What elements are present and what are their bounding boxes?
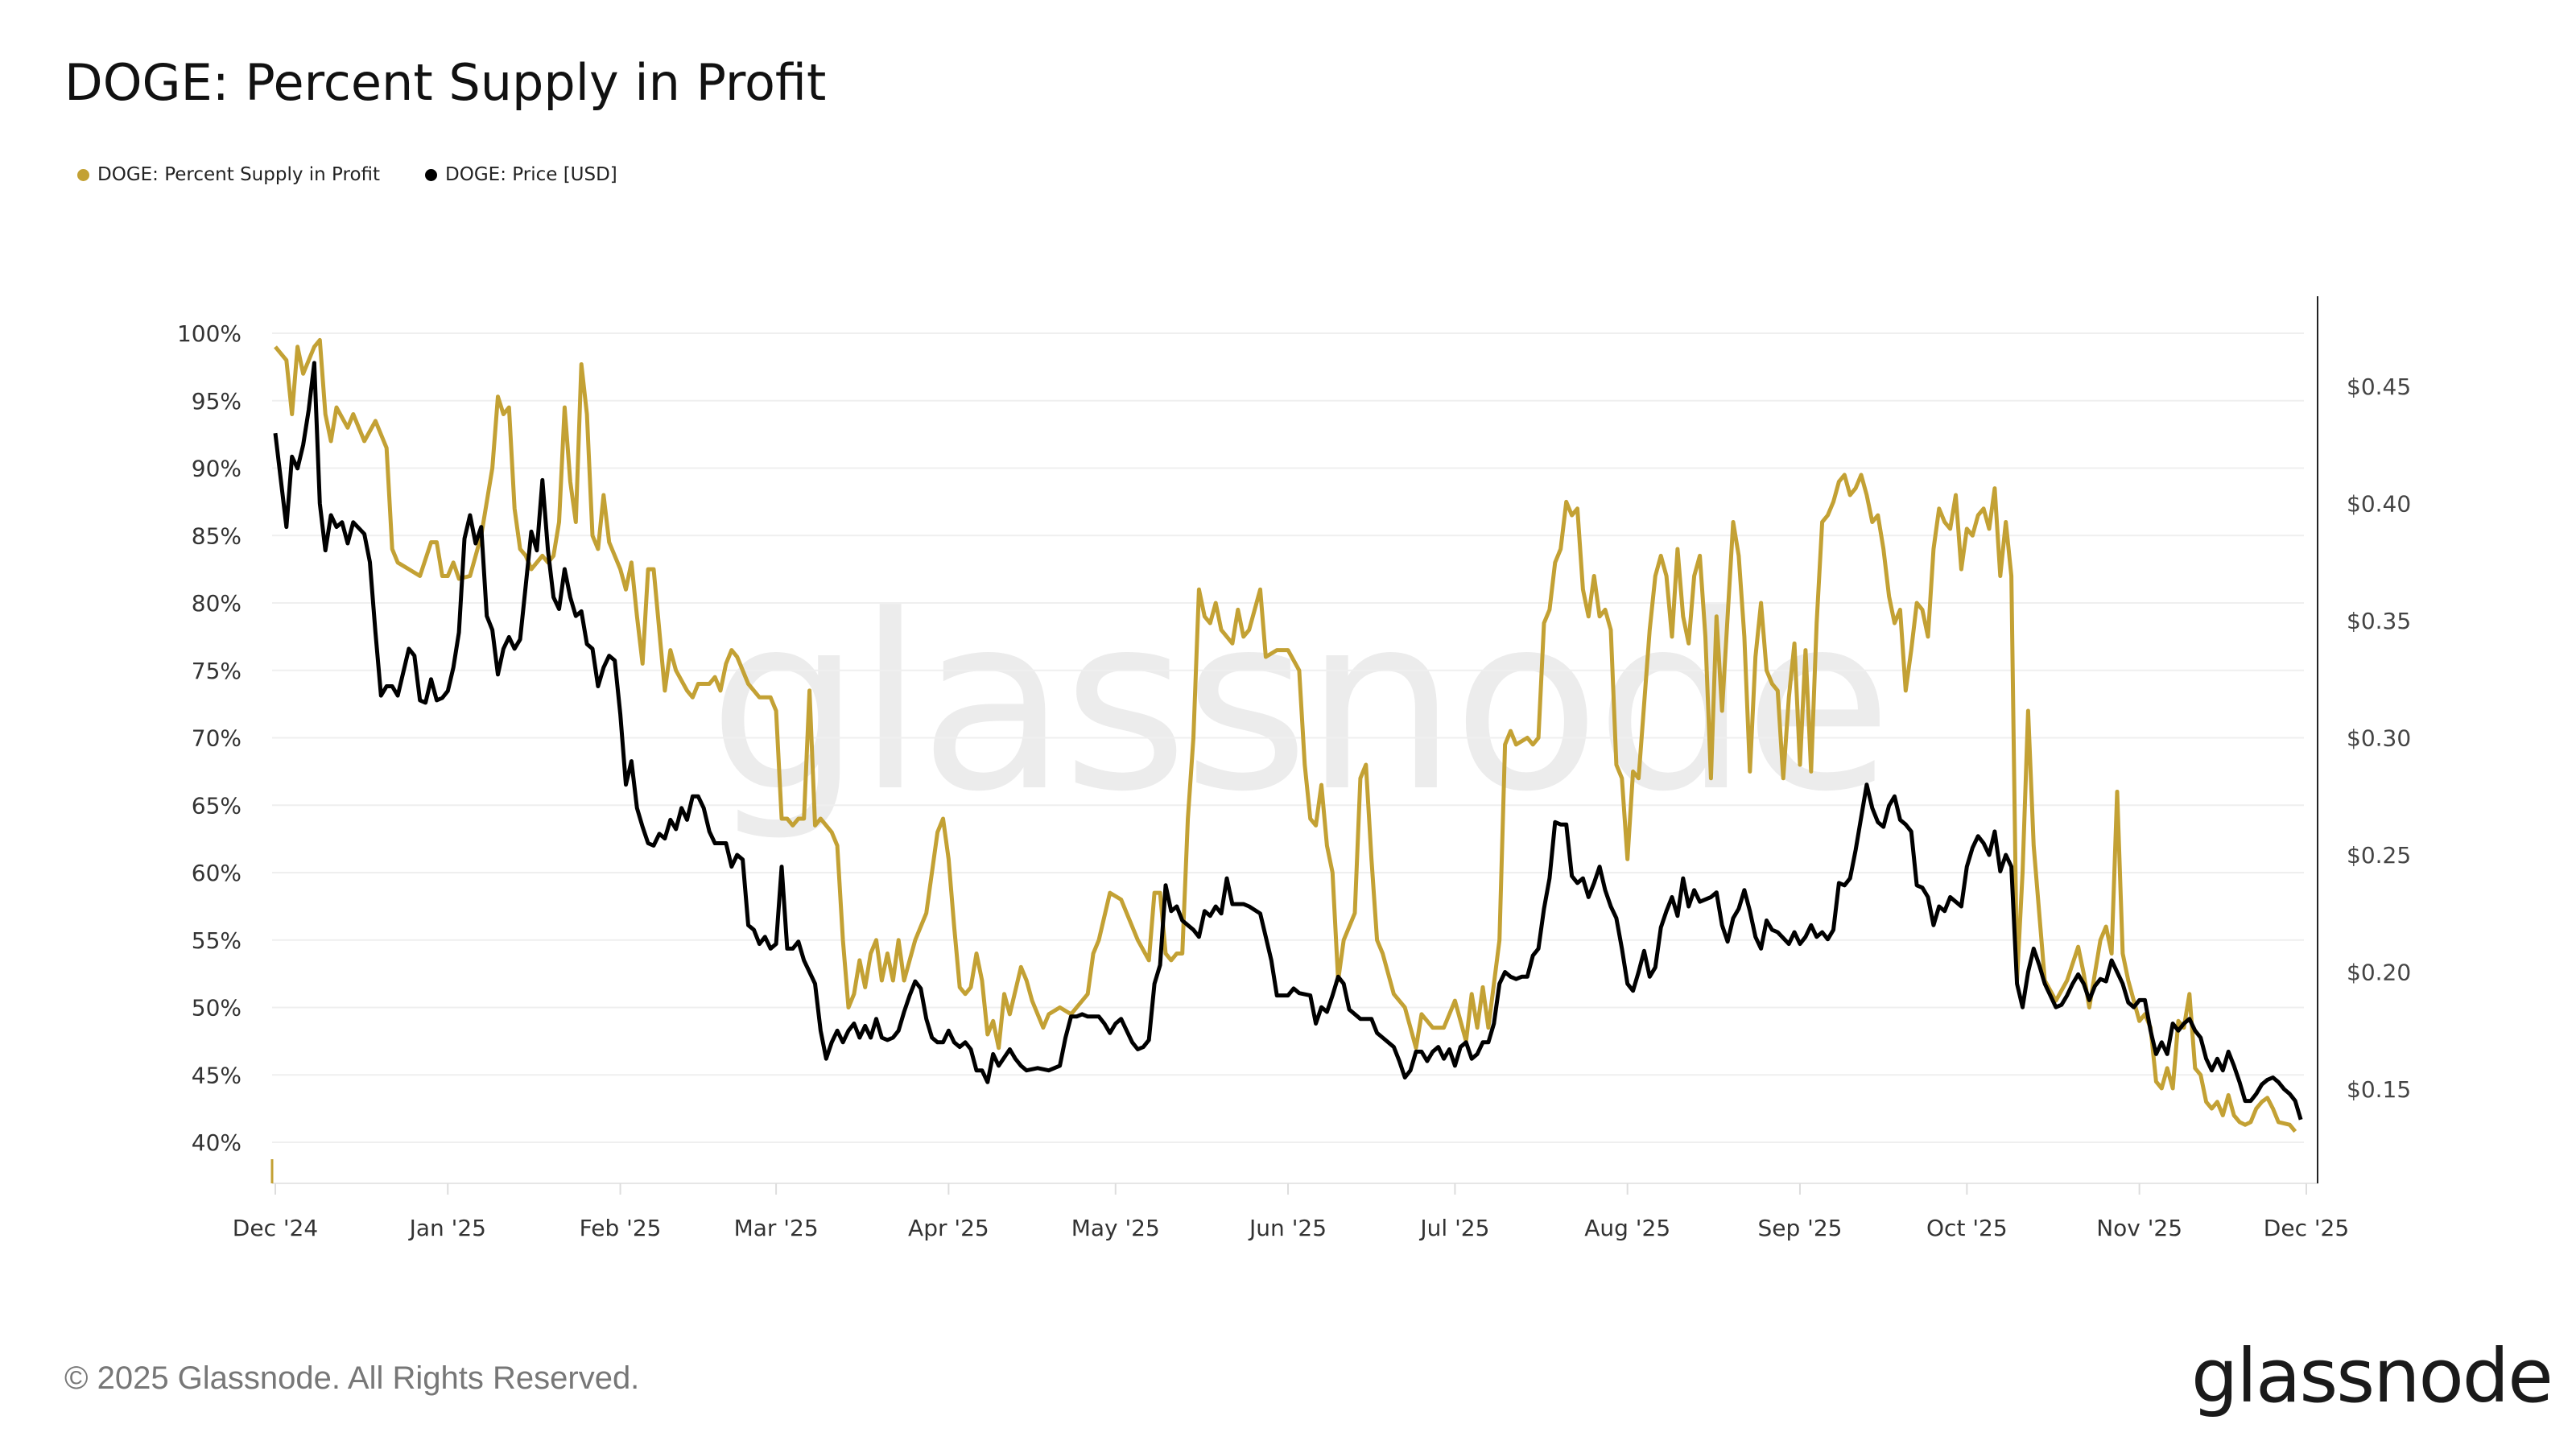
right-tick-label: $0.25 [2347, 842, 2411, 869]
left-tick-label: 65% [192, 792, 242, 819]
x-tick-label: Oct '25 [1926, 1215, 2008, 1241]
right-tick-label: $0.35 [2347, 608, 2411, 634]
left-tick-label: 80% [192, 590, 242, 617]
x-tick-label: Mar '25 [734, 1215, 819, 1241]
x-tick-label: Feb '25 [580, 1215, 662, 1241]
x-tick-label: Apr '25 [908, 1215, 989, 1241]
right-tick-label: $0.15 [2347, 1076, 2411, 1103]
gridlines [272, 332, 2304, 1143]
left-tick-label: 60% [192, 860, 242, 886]
right-tick-label: $0.40 [2347, 491, 2411, 518]
right-tick-label: $0.45 [2347, 374, 2411, 400]
legend-item-supply[interactable]: DOGE: Percent Supply in Profit [77, 164, 380, 185]
left-tick-label: 75% [192, 658, 242, 684]
legend: DOGE: Percent Supply in Profit DOGE: Pri… [77, 164, 617, 185]
x-tick-label: Jul '25 [1418, 1215, 1489, 1241]
x-tick-label: Jan '25 [408, 1215, 486, 1241]
legend-label: DOGE: Percent Supply in Profit [97, 164, 381, 185]
left-tick-label: 70% [192, 725, 242, 752]
right-axis-ticks: $0.45 $0.40 $0.35 $0.30 $0.25 $0.20 $0.15 [2347, 374, 2411, 1103]
right-tick-label: $0.20 [2347, 960, 2411, 986]
series-lines [273, 337, 2303, 1133]
x-tick-label: Sep '25 [1757, 1215, 1842, 1241]
legend-label: DOGE: Price [USD] [445, 164, 617, 185]
left-tick-label: 45% [192, 1062, 242, 1088]
series-line-price [273, 361, 2303, 1121]
legend-item-price[interactable]: DOGE: Price [USD] [425, 164, 617, 185]
glassnode-logo[interactable]: glassnode [2191, 1333, 2553, 1419]
left-tick-label: 50% [192, 995, 242, 1022]
x-tick-label: Aug '25 [1584, 1215, 1670, 1241]
x-tick-label: Dec '24 [233, 1215, 318, 1241]
series-line-supply-in-profit [274, 337, 2297, 1133]
x-tick-label: May '25 [1071, 1215, 1160, 1241]
left-axis-ticks: 100% 95% 90% 85% 80% 75% 70% 65% 60% 55% 50% 45% 40% [177, 320, 242, 1156]
left-tick-label: 40% [192, 1129, 242, 1156]
right-tick-label: $0.30 [2347, 725, 2411, 752]
legend-dot-icon [77, 168, 89, 181]
left-tick-label: 100% [177, 320, 242, 347]
left-tick-label: 90% [192, 456, 242, 482]
left-tick-label: 85% [192, 522, 242, 549]
left-tick-label: 95% [192, 388, 242, 415]
x-tick-label: Dec '25 [2264, 1215, 2349, 1241]
x-tick-label: Jun '25 [1248, 1215, 1327, 1241]
x-axis-ticks: Dec '24 Jan '25 Feb '25 Mar '25 Apr '25 May '… [233, 1183, 2349, 1241]
chart-title: DOGE: Percent Supply in Profit [64, 53, 827, 112]
x-tick-label: Nov '25 [2096, 1215, 2182, 1241]
legend-dot-icon [425, 168, 438, 181]
copyright: © 2025 Glassnode. All Rights Reserved. [64, 1360, 640, 1396]
left-tick-label: 55% [192, 927, 242, 954]
